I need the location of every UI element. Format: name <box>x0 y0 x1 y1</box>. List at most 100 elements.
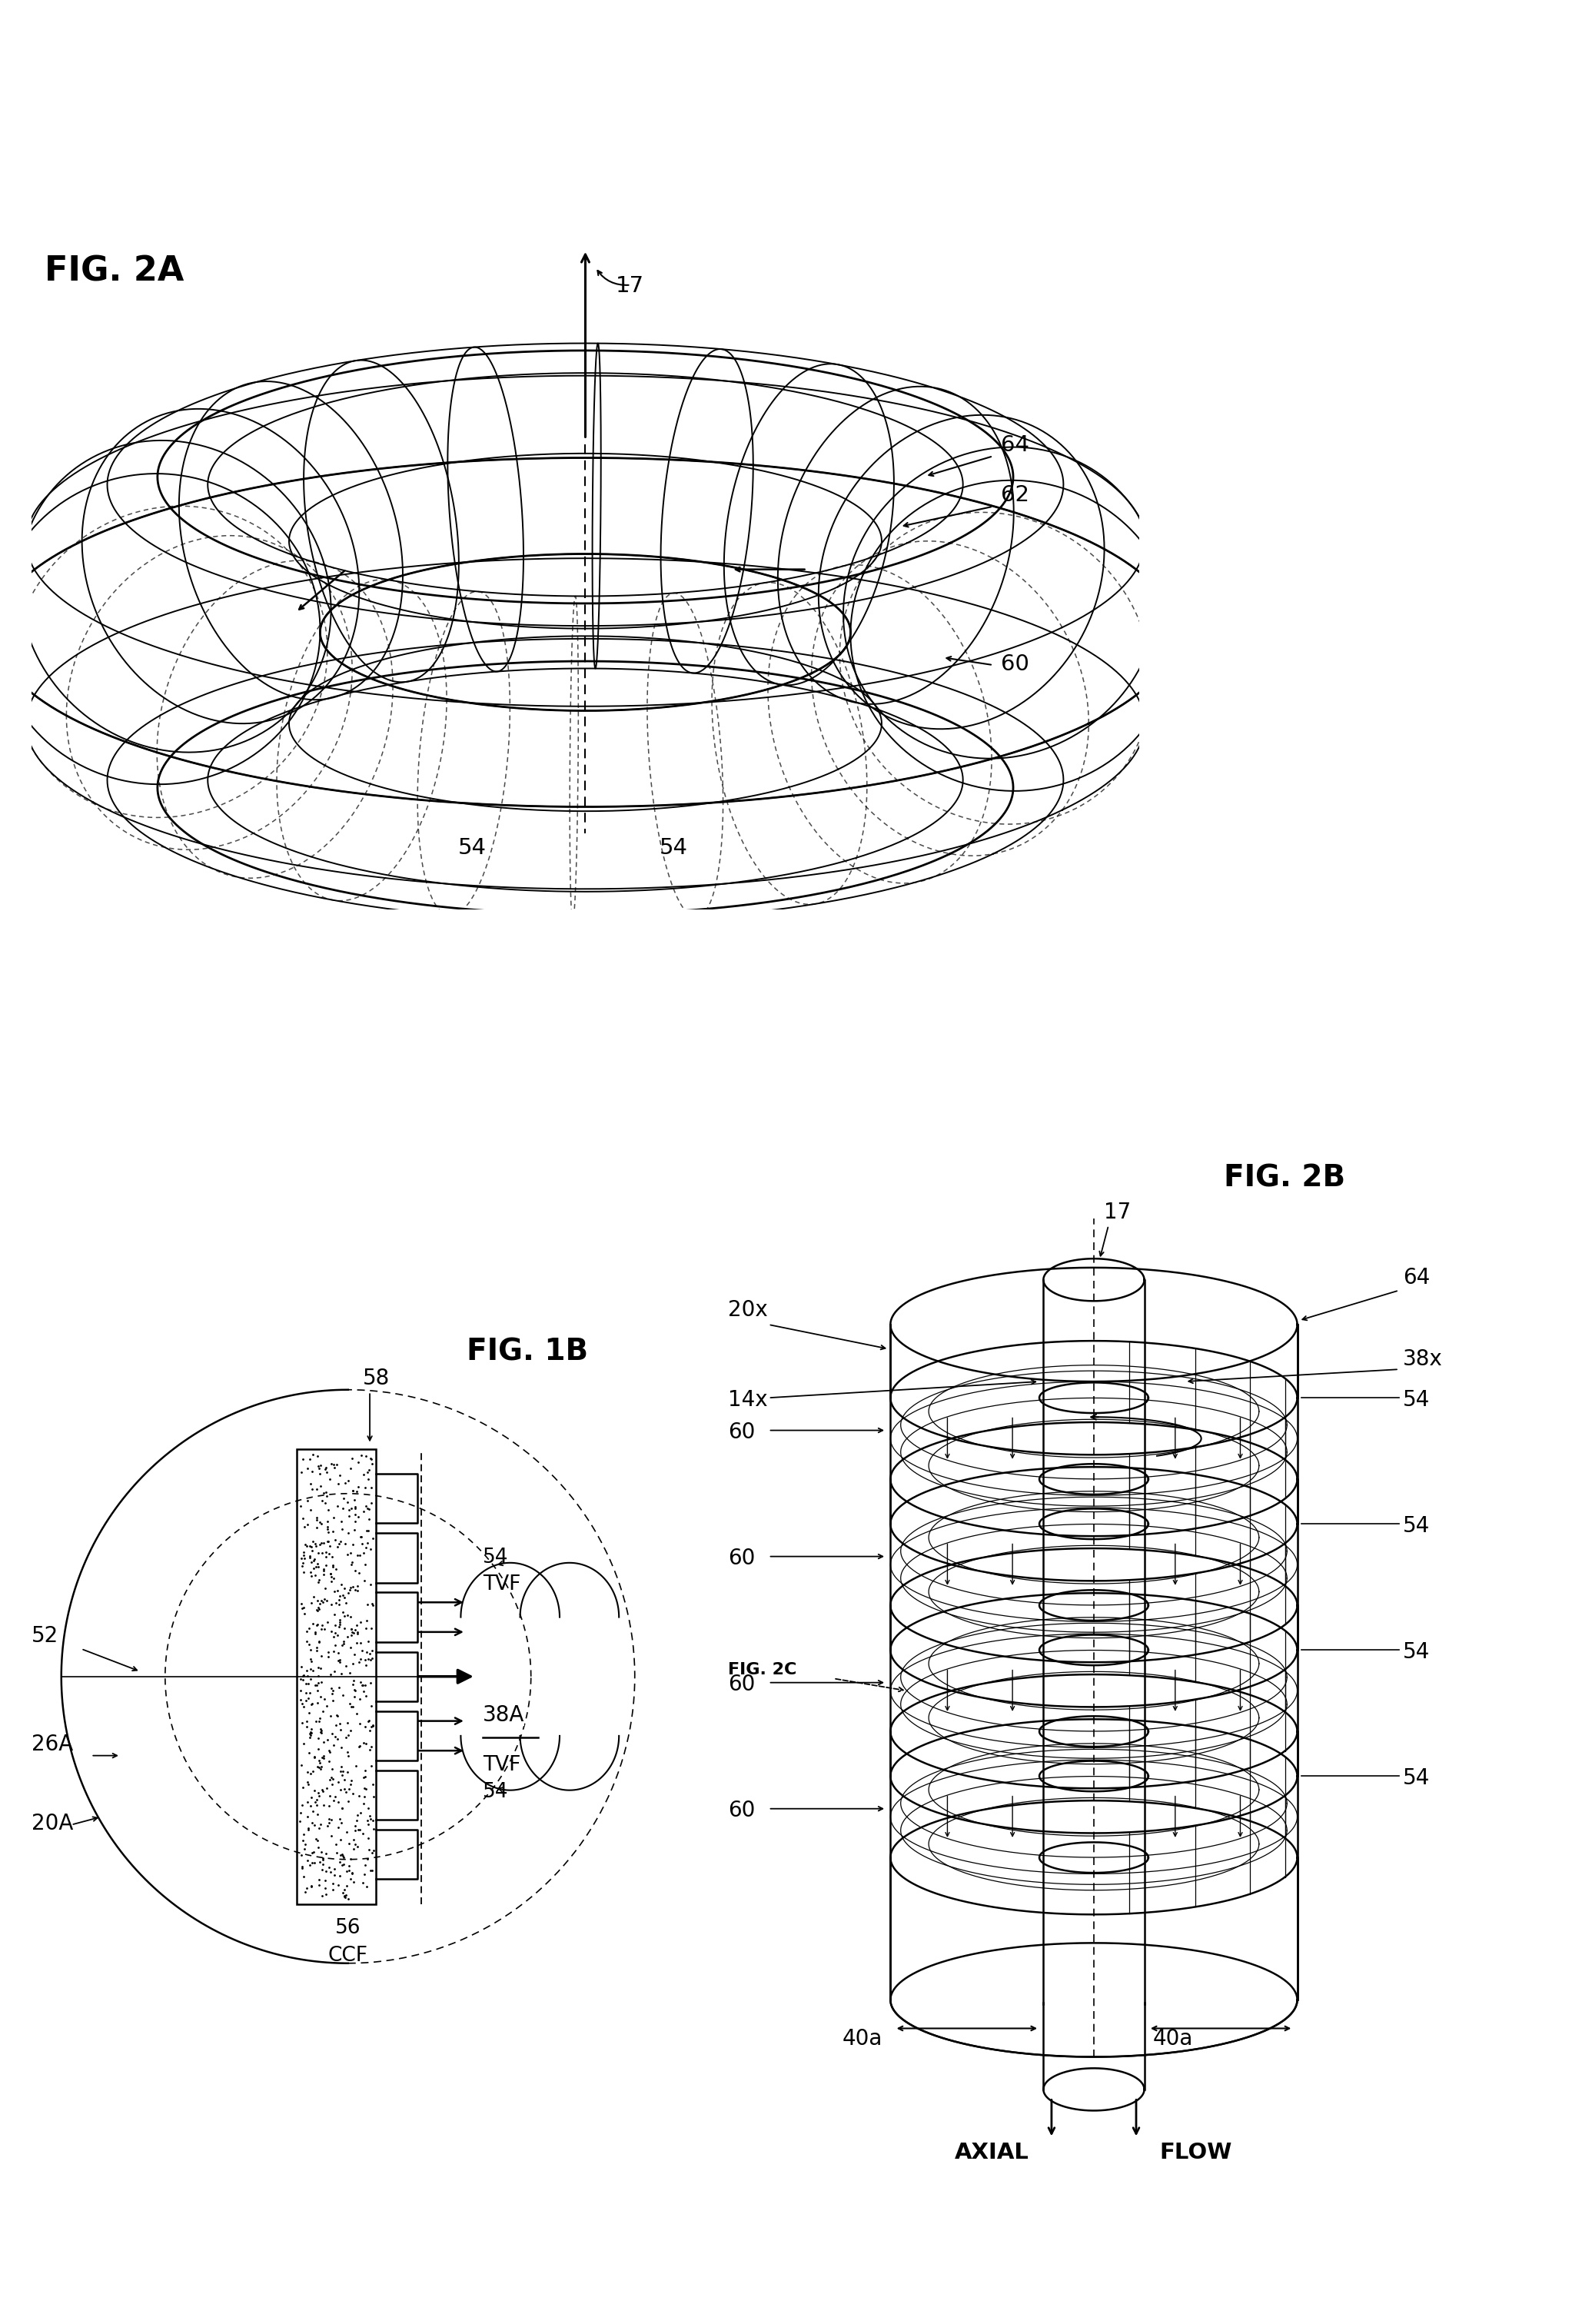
Point <box>308 1583 334 1620</box>
Point <box>301 1792 326 1829</box>
Point <box>345 1615 370 1652</box>
Point <box>293 1831 318 1868</box>
Point <box>305 1796 331 1834</box>
Point <box>308 1448 334 1485</box>
Point <box>340 1441 365 1478</box>
Point <box>313 1448 339 1485</box>
Point <box>326 1585 351 1622</box>
Point <box>294 1450 320 1487</box>
Point <box>318 1759 343 1796</box>
Point <box>320 1750 345 1787</box>
Point <box>342 1511 367 1548</box>
Point <box>296 1694 321 1731</box>
Point <box>329 1655 354 1692</box>
Point <box>340 1687 365 1724</box>
Point <box>335 1515 361 1552</box>
Point <box>313 1534 339 1571</box>
Point <box>310 1841 335 1878</box>
Point <box>294 1506 320 1543</box>
Point <box>310 1736 335 1773</box>
Point <box>299 1710 324 1748</box>
Point <box>351 1534 377 1571</box>
Point <box>305 1866 331 1903</box>
Point <box>327 1457 353 1494</box>
Point <box>320 1557 345 1594</box>
Point <box>312 1569 337 1606</box>
Point <box>337 1450 362 1487</box>
Point <box>313 1452 339 1490</box>
Point <box>350 1815 375 1852</box>
Point <box>361 1766 386 1803</box>
Point <box>342 1662 367 1699</box>
Point <box>291 1657 316 1694</box>
Point <box>356 1513 381 1550</box>
Point <box>339 1569 364 1606</box>
Point <box>304 1822 329 1859</box>
Point <box>296 1766 321 1803</box>
Point <box>346 1555 372 1592</box>
Point <box>299 1780 324 1817</box>
Point <box>291 1687 316 1724</box>
Point <box>358 1731 383 1769</box>
Point <box>321 1634 346 1671</box>
Text: 56: 56 <box>335 1917 361 1938</box>
Point <box>340 1527 365 1564</box>
Point <box>288 1745 313 1783</box>
Point <box>297 1845 323 1882</box>
Point <box>361 1778 386 1815</box>
Point <box>290 1703 315 1741</box>
Point <box>340 1829 365 1866</box>
Point <box>342 1480 367 1518</box>
Point <box>359 1469 384 1506</box>
Point <box>288 1673 313 1710</box>
Point <box>299 1643 324 1680</box>
Text: 40a: 40a <box>1152 2029 1193 2050</box>
Point <box>297 1720 323 1757</box>
Point <box>334 1703 359 1741</box>
Point <box>342 1490 367 1527</box>
Point <box>310 1557 335 1594</box>
Point <box>335 1752 361 1789</box>
Point <box>297 1715 323 1752</box>
Point <box>308 1748 334 1785</box>
Point <box>329 1836 354 1873</box>
Point <box>339 1841 364 1878</box>
Point <box>308 1834 334 1871</box>
Point <box>356 1641 381 1678</box>
Point <box>342 1487 367 1525</box>
Point <box>334 1875 359 1913</box>
Point <box>335 1618 361 1655</box>
Text: TVF: TVF <box>483 1573 520 1594</box>
Point <box>291 1594 316 1631</box>
Point <box>324 1697 350 1734</box>
Point <box>307 1843 332 1880</box>
Point <box>358 1796 383 1834</box>
Text: 60: 60 <box>728 1548 755 1569</box>
Point <box>324 1446 350 1483</box>
Point <box>356 1789 381 1827</box>
Point <box>302 1783 327 1820</box>
Point <box>302 1806 327 1843</box>
Point <box>354 1455 380 1492</box>
Point <box>297 1538 323 1576</box>
Point <box>297 1676 323 1713</box>
Point <box>288 1455 313 1492</box>
Point <box>305 1592 331 1629</box>
Text: 64: 64 <box>1403 1267 1430 1287</box>
Point <box>361 1801 386 1838</box>
Point <box>299 1529 324 1566</box>
Point <box>326 1464 351 1501</box>
Point <box>351 1857 377 1894</box>
Point <box>345 1624 370 1662</box>
Point <box>348 1706 373 1743</box>
Point <box>334 1720 359 1757</box>
Point <box>327 1641 353 1678</box>
Text: 60: 60 <box>728 1799 755 1822</box>
Point <box>290 1836 315 1873</box>
Point <box>321 1683 346 1720</box>
Point <box>308 1525 334 1562</box>
Point <box>313 1485 339 1522</box>
Point <box>359 1748 384 1785</box>
Point <box>359 1687 384 1724</box>
Point <box>345 1473 370 1511</box>
